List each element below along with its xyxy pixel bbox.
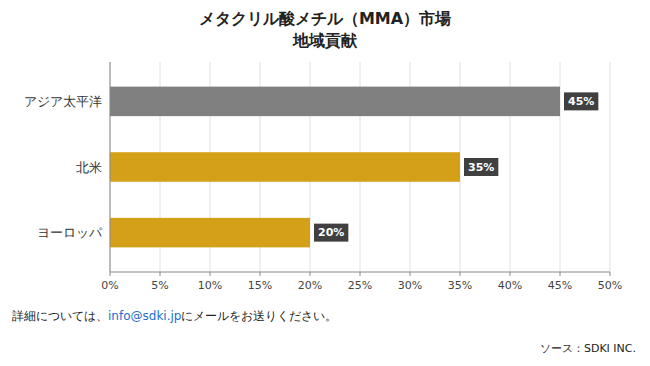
tick: [110, 272, 111, 276]
tick-label: 0%: [101, 279, 118, 292]
footer-text: にメールをお送りください。: [181, 309, 337, 323]
bar: [110, 218, 310, 248]
tick-label: 5%: [151, 279, 168, 292]
tick: [160, 272, 161, 276]
title: メタクリル酸メチル（MMA）市場: [199, 9, 451, 28]
tick-label: 40%: [498, 279, 522, 292]
tick: [310, 272, 311, 276]
tick-label: 30%: [398, 279, 422, 292]
data-label-box: [314, 224, 348, 242]
tick-label: 10%: [198, 279, 222, 292]
tick: [210, 272, 211, 276]
grid: [110, 62, 610, 272]
grid-line: [610, 62, 611, 272]
data-label-box: [464, 158, 498, 176]
bars: [110, 87, 560, 248]
data-label: 20%: [318, 226, 344, 239]
footer-text: 詳細については、: [12, 309, 108, 323]
data-label-box: [564, 92, 598, 110]
tick: [360, 272, 361, 276]
data-label: 35%: [468, 161, 494, 174]
tick-label: 20%: [298, 279, 322, 292]
data-label: 45%: [568, 95, 594, 108]
data-labels: 20% 35% 45%: [314, 92, 598, 241]
tick: [510, 272, 511, 276]
x-axis: 0% 5% 10% 15% 20% 25% 30% 35% 40% 45% 50%: [101, 272, 622, 292]
category-label: ヨーロッパ: [37, 225, 103, 240]
y-axis-line: [110, 62, 111, 272]
background: [0, 0, 650, 366]
source: ソース：SDKI INC.: [540, 342, 636, 355]
tick-label: 35%: [448, 279, 472, 292]
category-label: 北米: [76, 160, 102, 175]
bar: [110, 87, 560, 117]
tick-label: 50%: [598, 279, 622, 292]
y-axis: ヨーロッパ 北米 アジア太平洋: [24, 94, 103, 240]
tick-label: 45%: [548, 279, 572, 292]
footer: 詳細については、info@sdki.jpにメールをお送りください。: [12, 309, 337, 323]
tick-label: 25%: [348, 279, 372, 292]
tick: [460, 272, 461, 276]
tick-label: 15%: [248, 279, 272, 292]
tick: [260, 272, 261, 276]
bar: [110, 152, 460, 182]
chart: メタクリル酸メチル（MMA）市場地域貢献 0% 5% 10% 15% 20% 25% 30% 3…: [0, 0, 650, 366]
tick: [610, 272, 611, 276]
footer-link: info@sdki.jp: [108, 309, 181, 323]
category-label: アジア太平洋: [24, 94, 102, 109]
tick: [560, 272, 561, 276]
grid-line: [110, 62, 111, 272]
tick: [410, 272, 411, 276]
x-axis-line: [110, 272, 610, 273]
subtitle: 地域貢献: [292, 31, 358, 50]
